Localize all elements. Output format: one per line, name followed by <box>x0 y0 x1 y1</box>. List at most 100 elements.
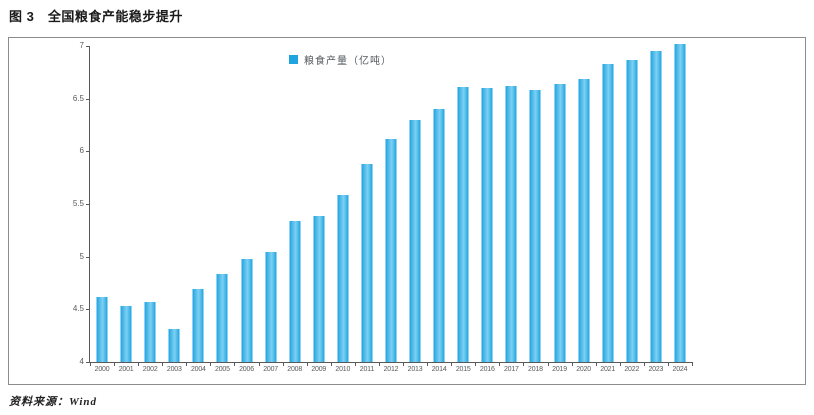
x-tick-mark <box>258 362 260 366</box>
bar-2023 <box>650 51 662 362</box>
x-tick-mark <box>138 362 140 366</box>
bar-slot: 2018 <box>523 46 547 373</box>
bar-slot: 2004 <box>186 46 210 373</box>
bar-2021 <box>602 63 614 362</box>
legend-color-swatch-icon <box>289 55 298 64</box>
bar-slot: 2015 <box>451 46 475 373</box>
bar-2003 <box>168 329 180 362</box>
bar-2020 <box>578 78 590 362</box>
x-tick-mark <box>378 362 380 366</box>
y-tick-label: 4 <box>79 357 84 366</box>
x-tick-label: 2013 <box>407 366 423 373</box>
bar-2022 <box>626 59 638 362</box>
y-tick-label: 6.5 <box>72 93 84 103</box>
x-tick-label: 2002 <box>142 366 158 373</box>
bar-2014 <box>433 109 445 362</box>
bar-slot: 2016 <box>475 46 499 373</box>
x-tick-mark <box>186 362 188 366</box>
bar-slot: 2006 <box>234 46 258 373</box>
bar-slot: 2005 <box>210 46 234 373</box>
x-tick-mark <box>403 362 405 366</box>
y-tick-mark <box>86 98 90 100</box>
x-tick-mark <box>90 362 91 366</box>
x-tick-label: 2000 <box>94 366 110 373</box>
x-tick-mark <box>354 362 356 366</box>
bars: 2000 2001 2002 2003 2004 2005 2006 2007 2008 2009… <box>90 44 692 373</box>
x-tick-label: 2022 <box>624 366 640 373</box>
figure-title: 图 3 全国粮食产能稳步提升 <box>9 9 183 24</box>
bar-2010 <box>337 194 349 362</box>
x-tick-label: 2012 <box>383 366 399 373</box>
x-tick-mark <box>499 362 501 366</box>
y-tick-label: 5.5 <box>72 199 84 208</box>
x-tick-mark <box>114 362 116 366</box>
x-tick-mark <box>451 362 453 366</box>
x-tick-mark <box>330 362 332 366</box>
y-tick-mark <box>86 256 90 258</box>
bar-2002 <box>144 301 156 362</box>
x-tick-mark <box>306 362 308 366</box>
plot-area: 4 4.5 5 5.5 6 6.5 7 2000 2001 2002 2003 2004 2005 20… <box>73 42 693 373</box>
x-tick-label: 2021 <box>600 366 616 373</box>
bar-slot: 2007 <box>259 46 283 373</box>
x-tick-mark <box>619 362 621 366</box>
bar-2019 <box>554 83 566 362</box>
x-tick-mark <box>571 362 573 366</box>
x-tick-mark <box>475 362 477 366</box>
x-tick-label: 2001 <box>118 366 134 373</box>
x-tick-label: 2004 <box>190 366 206 373</box>
x-tick-mark <box>523 362 525 366</box>
x-tick-label: 2005 <box>215 366 230 373</box>
bar-2011 <box>361 163 373 362</box>
x-tick-label: 2007 <box>263 366 278 373</box>
x-tick-mark <box>692 362 693 366</box>
bar-2006 <box>241 258 252 362</box>
bar-2009 <box>313 215 325 362</box>
bar-2005 <box>216 273 228 362</box>
x-tick-mark <box>595 362 597 366</box>
x-tick-label: 2016 <box>479 366 495 373</box>
bar-2004 <box>192 289 204 362</box>
x-tick-label: 2023 <box>648 366 664 373</box>
x-tick-mark <box>667 362 669 366</box>
bar-2000 <box>96 296 108 362</box>
x-tick-label: 2011 <box>359 366 375 373</box>
bar-2015 <box>457 87 469 362</box>
bar-2001 <box>120 306 132 362</box>
y-tick-label: 5 <box>79 251 84 261</box>
x-tick-label: 2015 <box>455 366 471 373</box>
bar-slot: 2010 <box>331 46 355 373</box>
x-tick-label: 2018 <box>528 366 543 373</box>
x-tick-mark <box>162 362 164 366</box>
x-tick-label: 2010 <box>335 366 351 373</box>
y-tick-label: 6 <box>79 146 84 156</box>
x-tick-label: 2006 <box>239 366 254 373</box>
x-tick-label: 2003 <box>166 366 182 373</box>
x-tick-label: 2017 <box>503 366 519 373</box>
bar-slot: 2017 <box>499 46 523 373</box>
y-tick-mark <box>86 362 90 363</box>
bar-slot: 2013 <box>403 46 427 373</box>
bar-2018 <box>529 90 541 362</box>
chart-frame: 粮食产量（亿吨） 4 4.5 5 5.5 6 6.5 7 2000 2001 2002 2003 2… <box>8 37 806 385</box>
bar-2016 <box>481 88 493 362</box>
x-tick-label: 2008 <box>287 366 303 373</box>
x-tick-label: 2020 <box>576 366 591 373</box>
bar-slot: 2022 <box>620 46 644 373</box>
y-tick-mark <box>86 309 90 311</box>
legend: 粮食产量（亿吨） <box>289 52 392 67</box>
bar-slot: 2012 <box>379 46 403 373</box>
x-tick-mark <box>234 362 236 366</box>
bar-slot: 2014 <box>427 46 451 373</box>
bar-slot: 2001 <box>114 46 138 373</box>
x-tick-mark <box>547 362 549 366</box>
x-tick-mark <box>427 362 429 366</box>
bar-2012 <box>385 138 397 362</box>
bar-slot: 2021 <box>596 46 620 373</box>
source-note: 资料来源：Wind <box>9 396 98 408</box>
bar-2007 <box>265 252 277 362</box>
bar-slot: 2002 <box>138 46 162 373</box>
x-tick-label: 2014 <box>431 366 447 373</box>
bar-2017 <box>505 86 517 362</box>
y-tick-mark <box>86 204 90 205</box>
